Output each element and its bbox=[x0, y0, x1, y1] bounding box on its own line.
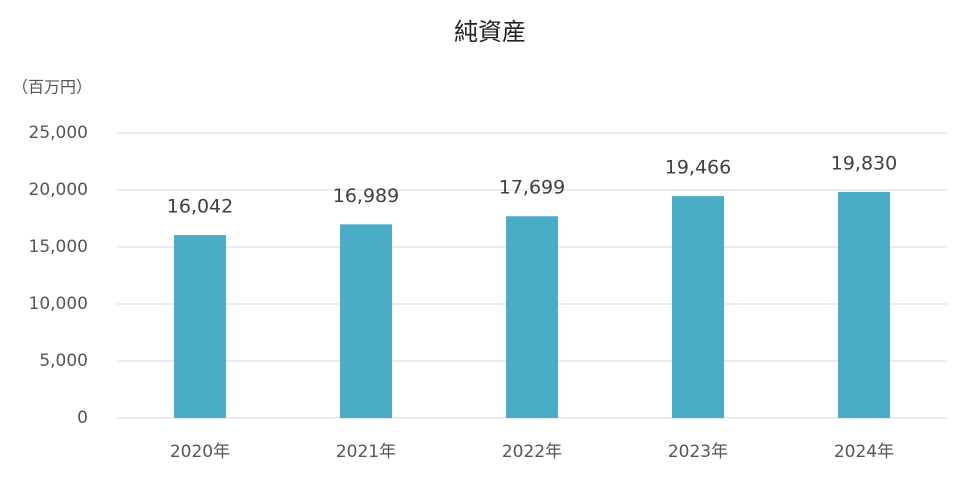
bar bbox=[174, 235, 226, 418]
chart-title: 純資産 bbox=[454, 18, 526, 46]
value-label: 17,699 bbox=[499, 177, 565, 199]
y-tick-label: 10,000 bbox=[29, 294, 88, 314]
value-label: 16,989 bbox=[333, 185, 399, 207]
y-tick-label: 0 bbox=[77, 408, 88, 428]
x-tick-label: 2020年 bbox=[170, 442, 230, 462]
y-tick-label: 15,000 bbox=[29, 237, 88, 257]
x-tick-label: 2022年 bbox=[502, 442, 562, 462]
bar bbox=[672, 196, 724, 418]
y-tick-label: 5,000 bbox=[39, 351, 88, 371]
bar bbox=[340, 224, 392, 418]
x-tick-label: 2021年 bbox=[336, 442, 396, 462]
value-label: 19,830 bbox=[831, 152, 897, 174]
x-tick-label: 2024年 bbox=[834, 442, 894, 462]
bar bbox=[506, 216, 558, 418]
bar bbox=[838, 191, 890, 418]
y-axis-label: （百万円） bbox=[12, 78, 92, 97]
y-tick-label: 20,000 bbox=[29, 180, 88, 200]
y-tick-label: 25,000 bbox=[29, 123, 88, 143]
x-tick-label: 2023年 bbox=[668, 442, 728, 462]
value-label: 16,042 bbox=[167, 196, 233, 218]
value-label: 19,466 bbox=[665, 157, 731, 179]
